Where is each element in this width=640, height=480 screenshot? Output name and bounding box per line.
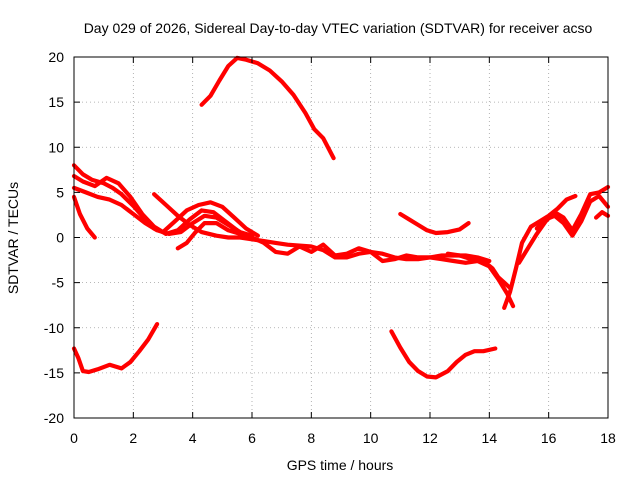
y-tick-label: -15 — [44, 365, 64, 381]
series-arc-f — [175, 221, 516, 309]
y-tick-label: -5 — [52, 275, 65, 291]
series-arc-k — [593, 210, 611, 220]
y-tick-label: 20 — [48, 49, 64, 65]
y-tick-label: 15 — [48, 94, 64, 110]
x-tick-label: 12 — [422, 430, 438, 446]
x-tick-label: 14 — [482, 430, 498, 446]
y-axis-label: SDTVAR / TECUs — [5, 182, 21, 294]
series-arc-i — [516, 184, 611, 265]
x-tick-label: 8 — [307, 430, 315, 446]
x-tick-label: 18 — [600, 430, 616, 446]
x-tick-label: 4 — [189, 430, 197, 446]
series-layer — [71, 55, 611, 380]
x-tick-label: 10 — [363, 430, 379, 446]
series-arc-d — [71, 194, 97, 240]
x-tick-label: 0 — [70, 430, 78, 446]
y-tick-label: -10 — [44, 320, 64, 336]
series-arc-low-mid — [389, 329, 498, 380]
axis-ticks — [73, 56, 609, 419]
y-tick-labels: -20 -15 -10 -5 0 5 10 15 20 — [44, 49, 64, 426]
y-tick-label: 0 — [56, 230, 64, 246]
x-tick-label: 2 — [129, 430, 137, 446]
series-arc-g — [445, 251, 513, 291]
series-arc-h — [502, 193, 578, 310]
series-arc-c — [71, 185, 255, 238]
x-tick-label: 16 — [541, 430, 557, 446]
grid — [74, 57, 608, 418]
y-tick-label: -20 — [44, 410, 64, 426]
series-arc-j — [534, 193, 611, 238]
x-tick-label: 6 — [248, 430, 256, 446]
series-arc-low-left — [71, 322, 160, 375]
y-tick-label: 5 — [56, 184, 64, 200]
series-arc-upper-mid — [398, 211, 471, 236]
x-tick-labels: 0 2 4 6 8 10 12 14 16 18 — [70, 430, 616, 446]
chart-title: Day 029 of 2026, Sidereal Day-to-day VTE… — [84, 20, 593, 36]
series-arc-high — [199, 55, 336, 161]
y-tick-label: 10 — [48, 139, 64, 155]
x-axis-label: GPS time / hours — [287, 457, 394, 473]
